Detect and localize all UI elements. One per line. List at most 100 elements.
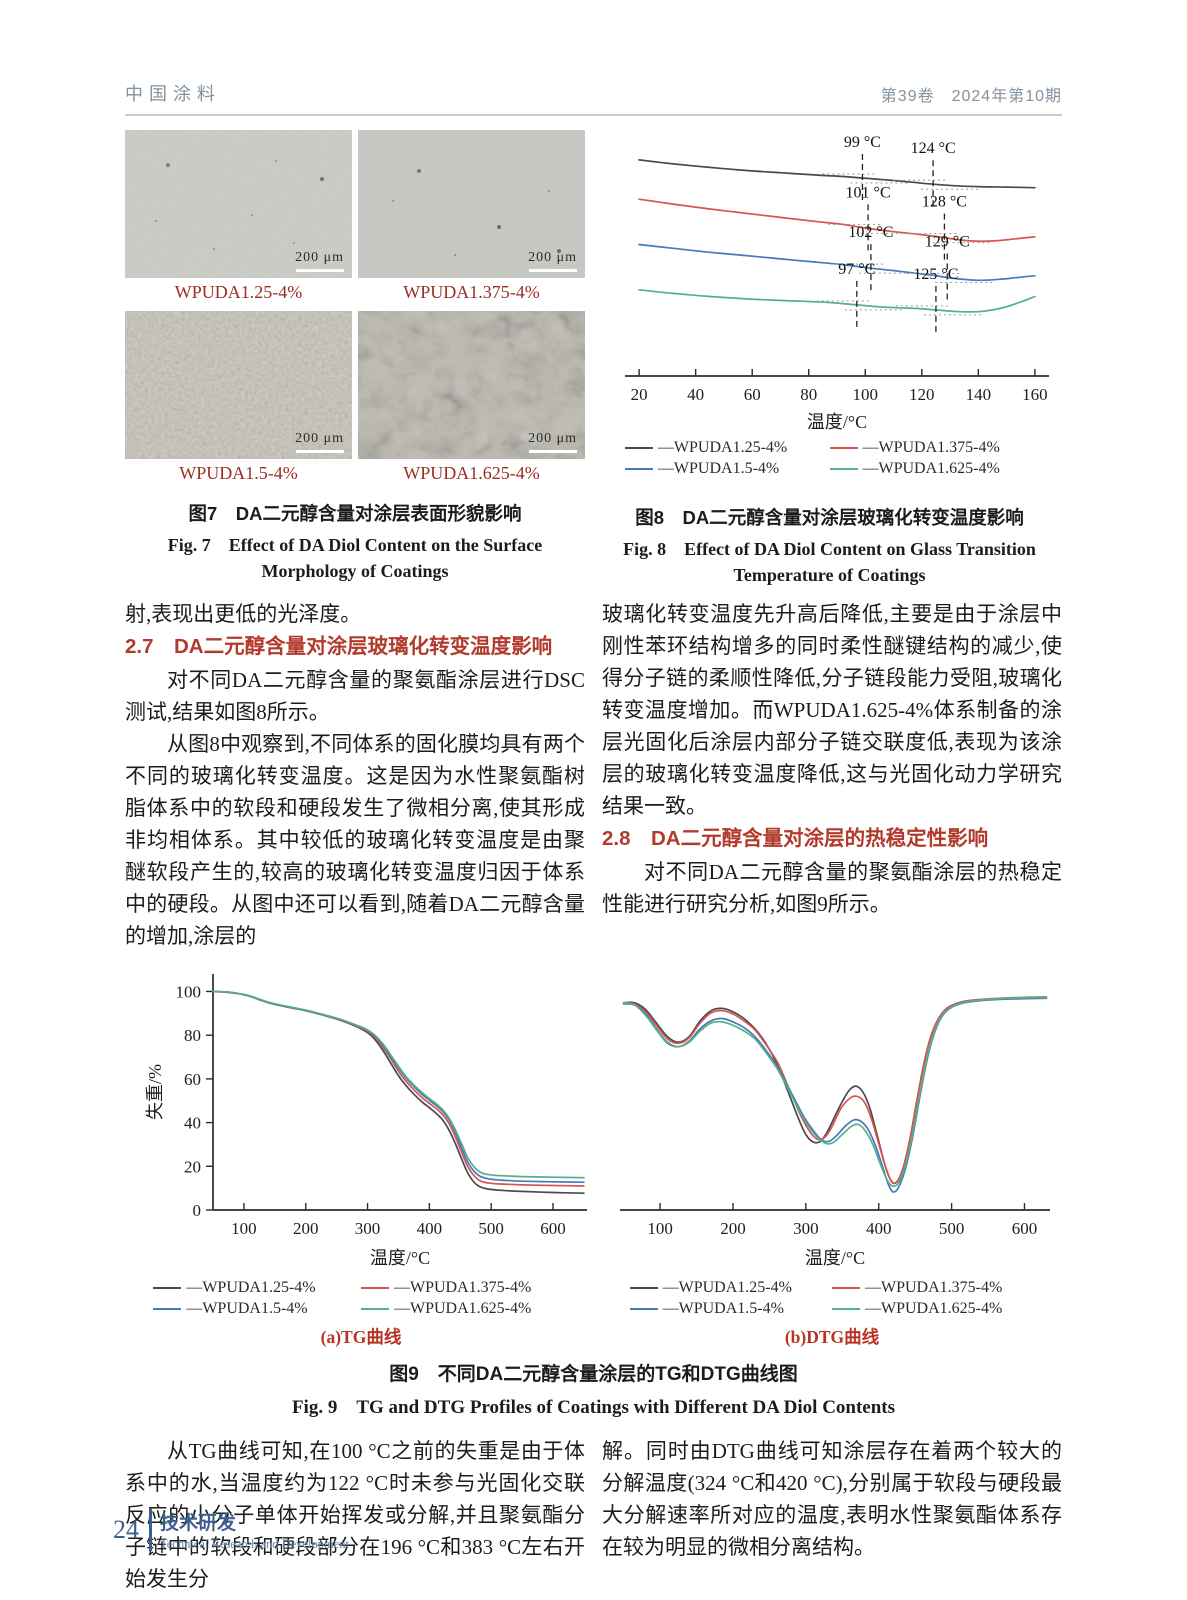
scale-bar-label: 200 μm — [528, 431, 577, 446]
micrograph-cell-4: 200 μm WPUDA1.625-4% — [358, 311, 585, 492]
svg-text:80: 80 — [184, 1026, 201, 1045]
figure8-caption-en: Fig. 8 Effect of DA Diol Content on Glas… — [623, 539, 1036, 586]
legend-line-sample — [360, 1308, 389, 1311]
footer-divider — [149, 1509, 152, 1551]
legend-label: —WPUDA1.5-4% — [657, 460, 780, 477]
page-header: 中国涂料 第39卷 2024年第10期 — [125, 0, 1062, 116]
svg-text:600: 600 — [1012, 1219, 1037, 1238]
figure9b: 100 200 300 400 500 600 温度/°C —WPUDA1.25-4% —WP… — [602, 958, 1062, 1349]
micrograph-image-wpuda125: 200 μm — [125, 130, 352, 278]
svg-text:100: 100 — [853, 385, 879, 404]
annotation-label: 125 °C — [913, 266, 958, 283]
micrograph-cell-3: 200 μm WPUDA1.5-4% — [125, 311, 352, 492]
scale-bar-label: 200 μm — [295, 250, 344, 265]
legend-label: —WPUDA1.625-4% — [393, 1300, 532, 1318]
legend-line-sample — [629, 1287, 658, 1290]
micrograph-label: WPUDA1.625-4% — [403, 463, 540, 483]
legend-label: —WPUDA1.5-4% — [662, 1300, 784, 1318]
series-WPUDA1.5-4% — [638, 243, 1036, 282]
figure9-caption-en: Fig. 9 TG and DTG Profiles of Coatings w… — [291, 1397, 896, 1419]
svg-text:200: 200 — [720, 1219, 746, 1238]
page-footer: 24 技术研发 Technical Research and Developme… — [113, 1508, 349, 1552]
issue-info: 第39卷 2024年第10期 — [880, 88, 1062, 105]
legend-label: —WPUDA1.25-4% — [662, 1279, 792, 1297]
series-WPUDA1.25-4% — [212, 990, 585, 1195]
svg-text:60: 60 — [744, 385, 761, 404]
legend-item-WPUDA1.375-4%: —WPUDA1.375-4% — [829, 439, 1035, 457]
section-heading-2-7: 2.7 DA二元醇含量对涂层玻璃化转变温度影响 — [125, 635, 553, 659]
micrograph-label: WPUDA1.5-4% — [179, 463, 298, 483]
svg-text:500: 500 — [478, 1219, 504, 1238]
scale-bar: 200 μm — [295, 431, 344, 453]
scale-bar-label: 200 μm — [295, 431, 344, 446]
svg-text:300: 300 — [793, 1219, 819, 1238]
svg-text:500: 500 — [939, 1219, 965, 1238]
svg-text:200: 200 — [293, 1219, 319, 1238]
legend-label: —WPUDA1.25-4% — [657, 439, 788, 456]
svg-text:160: 160 — [1022, 385, 1048, 404]
series-WPUDA1.5-4% — [622, 997, 1048, 1194]
tg-plot: 100 200 300 400 500 600 0 20 40 60 80 100 失重/% 温度/°C — [145, 974, 587, 1268]
dtg-chart: 100 200 300 400 500 600 温度/°C — [602, 958, 1062, 1277]
scale-bar-line — [528, 450, 577, 453]
svg-text:温度/°C: 温度/°C — [805, 1248, 865, 1268]
series-WPUDA1.5-4% — [212, 990, 585, 1184]
section-heading-2-8: 2.8 DA二元醇含量对涂层的热稳定性影响 — [602, 827, 989, 851]
paragraph: 从图8中观察到,不同体系的固化膜均具有两个不同的玻璃化转变温度。这是因为水性聚氨… — [125, 732, 585, 949]
footer-section-cn: 技术研发 — [160, 1513, 237, 1534]
legend-label: —WPUDA1.375-4% — [862, 439, 1000, 456]
page-number: 24 — [113, 1515, 139, 1544]
figure7-caption-en: Fig. 7 Effect of DA Diol Content on the … — [167, 535, 543, 582]
micrograph-grid: 200 μm WPUDA1.25-4% 200 μ — [125, 130, 585, 492]
svg-text:温度/°C: 温度/°C — [807, 412, 867, 432]
micrograph-image-wpuda1625: 200 μm — [358, 311, 585, 459]
figure9-caption-cn: 图9 不同DA二元醇含量涂层的TG和DTG曲线图 — [389, 1364, 798, 1386]
legend-item-WPUDA1.625-4%: —WPUDA1.625-4% — [360, 1300, 569, 1318]
text-column-left: 射,表现出更低的光泽度。 2.7 DA二元醇含量对涂层玻璃化转变温度影响 对不同… — [125, 598, 585, 952]
text-column-left: 从TG曲线可知,在100 °C之前的失重是由于体系中的水,当温度约为122 °C… — [125, 1435, 585, 1595]
micrograph-cell-2: 200 μm WPUDA1.375-4% — [358, 130, 585, 311]
figure9b-subcaption: (b)DTG曲线 — [784, 1327, 880, 1348]
scale-bar: 200 μm — [295, 250, 344, 272]
legend-item-WPUDA1.5-4%: —WPUDA1.5-4% — [629, 1300, 832, 1318]
micrograph-label: WPUDA1.375-4% — [403, 282, 540, 302]
legend-item-WPUDA1.625-4%: —WPUDA1.625-4% — [831, 1300, 1034, 1318]
svg-text:温度/°C: 温度/°C — [370, 1248, 430, 1268]
text-column-right: 解。同时由DTG曲线可知涂层存在着两个较大的分解温度(324 °C和420 °C… — [602, 1435, 1062, 1595]
legend-item-WPUDA1.25-4%: —WPUDA1.25-4% — [624, 439, 830, 457]
legend-line-sample — [829, 468, 858, 470]
figure8-caption: 图8 DA二元醇含量对涂层玻璃化转变温度影响 Fig. 8 Effect of … — [623, 504, 1036, 588]
svg-text:140: 140 — [966, 385, 992, 404]
legend-line-sample — [629, 1308, 658, 1311]
series-WPUDA1.375-4% — [638, 198, 1036, 243]
scale-bar: 200 μm — [528, 250, 577, 272]
svg-text:失重/%: 失重/% — [145, 1064, 165, 1120]
text-column-right: 玻璃化转变温度先升高后降低,主要是由于涂层中刚性苯环结构增多的同时柔性醚键结构的… — [602, 598, 1062, 952]
legend-line-sample — [829, 447, 858, 449]
legend-line-sample — [831, 1308, 860, 1311]
figure8: 20 40 60 80 100 120 140 160 温度/°C 99 °C 124 °C 101 … — [597, 130, 1062, 588]
series-WPUDA1.625-4% — [212, 990, 585, 1179]
svg-text:100: 100 — [176, 983, 202, 1002]
legend-item-WPUDA1.625-4%: —WPUDA1.625-4% — [829, 460, 1035, 478]
annotation-label: 97 °C — [838, 261, 875, 278]
scale-bar-line — [295, 269, 344, 272]
svg-text:400: 400 — [417, 1219, 443, 1238]
legend-label: —WPUDA1.625-4% — [864, 1300, 1003, 1318]
dtg-plot: 100 200 300 400 500 600 温度/°C — [620, 996, 1050, 1268]
micrograph-texture — [125, 130, 352, 278]
svg-text:100: 100 — [647, 1219, 673, 1238]
legend-label: —WPUDA1.375-4% — [393, 1279, 532, 1297]
paragraph: 从TG曲线可知,在100 °C之前的失重是由于体系中的水,当温度约为122 °C… — [125, 1439, 585, 1592]
body-text-section-1: 射,表现出更低的光泽度。 2.7 DA二元醇含量对涂层玻璃化转变温度影响 对不同… — [125, 598, 1062, 952]
body-text-section-2: 从TG曲线可知,在100 °C之前的失重是由于体系中的水,当温度约为122 °C… — [125, 1435, 1062, 1595]
legend-item-WPUDA1.375-4%: —WPUDA1.375-4% — [360, 1279, 569, 1297]
svg-text:20: 20 — [184, 1157, 201, 1176]
scale-bar-line — [295, 450, 344, 453]
series-WPUDA1.625-4% — [638, 288, 1036, 313]
legend-line-sample — [624, 468, 653, 470]
legend-label: —WPUDA1.625-4% — [862, 460, 1000, 477]
annotation-label: 101 °C — [846, 184, 891, 201]
dsc-chart: 20 40 60 80 100 120 140 160 温度/°C 99 °C 124 °C 101 … — [597, 130, 1062, 437]
footer-section-en: Technical Research and Development — [160, 1537, 349, 1551]
